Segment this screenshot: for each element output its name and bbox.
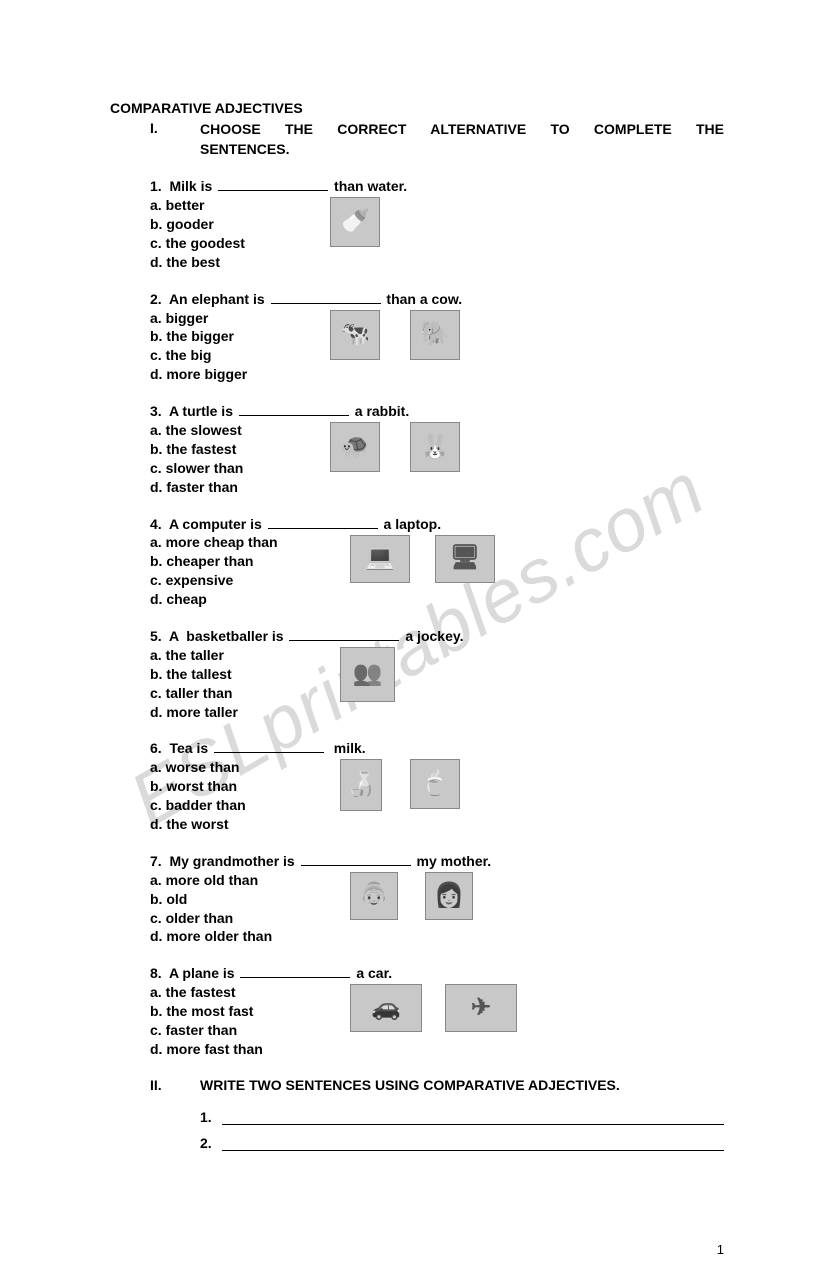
question-post: my mother. (413, 853, 492, 869)
option-d[interactable]: d. more older than (150, 927, 724, 946)
clipart-icon: 🍵 (410, 759, 460, 809)
question-text: 4. A computer is a laptop. (150, 515, 724, 534)
question-pre: A basketballer is (169, 628, 288, 644)
write-line-num: 2. (200, 1135, 222, 1151)
question-post: a car. (352, 965, 392, 981)
question-3: 3. A turtle is a rabbit.a. the slowestb.… (150, 402, 724, 496)
page-number: 1 (717, 1242, 724, 1257)
clipart-icon: ✈ (445, 984, 517, 1032)
clipart-icon: 🐢 (330, 422, 380, 472)
question-1: 1. Milk is than water.a. betterb. gooder… (150, 177, 724, 271)
option-c[interactable]: c. taller than (150, 684, 724, 703)
option-d[interactable]: d. more taller (150, 703, 724, 722)
clipart-icon: 🐄 (330, 310, 380, 360)
question-number: 5. (150, 628, 169, 644)
question-pre: Tea is (169, 740, 212, 756)
question-8: 8. A plane is a car.a. the fastestb. the… (150, 964, 724, 1058)
option-d[interactable]: d. more bigger (150, 365, 724, 384)
write-blank-1[interactable] (222, 1111, 724, 1125)
fill-blank[interactable] (240, 966, 350, 978)
question-text: 6. Tea is milk. (150, 739, 724, 758)
fill-blank[interactable] (218, 179, 328, 191)
option-b[interactable]: b. the tallest (150, 665, 724, 684)
fill-blank[interactable] (239, 404, 349, 416)
option-c[interactable]: c. the goodest (150, 234, 724, 253)
option-d[interactable]: d. the worst (150, 815, 724, 834)
question-number: 2. (150, 291, 169, 307)
option-a[interactable]: a. the fastest (150, 983, 724, 1002)
section-2-header: II.WRITE TWO SENTENCES USING COMPARATIVE… (150, 1077, 724, 1093)
question-7: 7. My grandmother is my mother.a. more o… (150, 852, 724, 946)
section-2-instruction: WRITE TWO SENTENCES USING COMPARATIVE AD… (200, 1077, 620, 1093)
fill-blank[interactable] (271, 292, 381, 304)
write-line-num: 1. (200, 1109, 222, 1125)
clipart-icon: 🐘 (410, 310, 460, 360)
write-line-2: 2. (200, 1135, 724, 1151)
question-pre: Milk is (169, 178, 216, 194)
write-lines: 1. 2. (200, 1109, 724, 1151)
section-1-instruction: CHOOSE THE CORRECT ALTERNATIVE TO COMPLE… (200, 120, 724, 159)
question-6: 6. Tea is milk.a. worse thanb. worst tha… (150, 739, 724, 833)
option-d[interactable]: d. cheap (150, 590, 724, 609)
question-pre: An elephant is (169, 291, 269, 307)
clipart-icon: 🚗 (350, 984, 422, 1032)
question-number: 1. (150, 178, 169, 194)
question-text: 5. A basketballer is a jockey. (150, 627, 724, 646)
question-number: 3. (150, 403, 169, 419)
worksheet-title: COMPARATIVE ADJECTIVES (110, 100, 724, 116)
write-blank-2[interactable] (222, 1137, 724, 1151)
question-number: 8. (150, 965, 169, 981)
fill-blank[interactable] (301, 854, 411, 866)
fill-blank[interactable] (268, 517, 378, 529)
question-number: 7. (150, 853, 169, 869)
clipart-icon: 🖥 (435, 535, 495, 583)
question-post: milk. (326, 740, 366, 756)
fill-blank[interactable] (214, 741, 324, 753)
clipart-icon: 💻 (350, 535, 410, 583)
option-a[interactable]: a. better (150, 196, 724, 215)
question-post: a laptop. (380, 516, 441, 532)
question-5: 5. A basketballer is a jockey.a. the tal… (150, 627, 724, 721)
question-text: 7. My grandmother is my mother. (150, 852, 724, 871)
question-2: 2. An elephant is than a cow.a. biggerb.… (150, 290, 724, 384)
clipart-icon: 👥 (340, 647, 395, 702)
section-1-header: I. CHOOSE THE CORRECT ALTERNATIVE TO COM… (150, 120, 724, 159)
question-text: 2. An elephant is than a cow. (150, 290, 724, 309)
question-text: 1. Milk is than water. (150, 177, 724, 196)
question-pre: A turtle is (169, 403, 237, 419)
option-a[interactable]: a. the taller (150, 646, 724, 665)
fill-blank[interactable] (289, 629, 399, 641)
question-text: 8. A plane is a car. (150, 964, 724, 983)
option-d[interactable]: d. faster than (150, 478, 724, 497)
clipart-icon: 🍶 (340, 759, 382, 811)
clipart-icon: 👵 (350, 872, 398, 920)
instruction-line-1: CHOOSE THE CORRECT ALTERNATIVE TO COMPLE… (200, 121, 724, 137)
question-number: 6. (150, 740, 169, 756)
option-d[interactable]: d. more fast than (150, 1040, 724, 1059)
question-post: a rabbit. (351, 403, 409, 419)
clipart-icon: 👩 (425, 872, 473, 920)
question-post: a jockey. (401, 628, 463, 644)
question-post: than water. (330, 178, 407, 194)
question-pre: A plane is (169, 965, 239, 981)
option-b[interactable]: b. the most fast (150, 1002, 724, 1021)
option-d[interactable]: d. the best (150, 253, 724, 272)
question-pre: My grandmother is (169, 853, 298, 869)
option-c[interactable]: c. faster than (150, 1021, 724, 1040)
question-4: 4. A computer is a laptop.a. more cheap … (150, 515, 724, 609)
clipart-icon: 🍼 (330, 197, 380, 247)
question-text: 3. A turtle is a rabbit. (150, 402, 724, 421)
section-1-roman: I. (150, 120, 200, 159)
clipart-icon: 🐰 (410, 422, 460, 472)
write-line-1: 1. (200, 1109, 724, 1125)
question-pre: A computer is (169, 516, 266, 532)
question-post: than a cow. (383, 291, 463, 307)
instruction-line-2: SENTENCES. (200, 140, 724, 160)
section-2-roman: II. (150, 1077, 200, 1093)
question-number: 4. (150, 516, 169, 532)
option-b[interactable]: b. gooder (150, 215, 724, 234)
